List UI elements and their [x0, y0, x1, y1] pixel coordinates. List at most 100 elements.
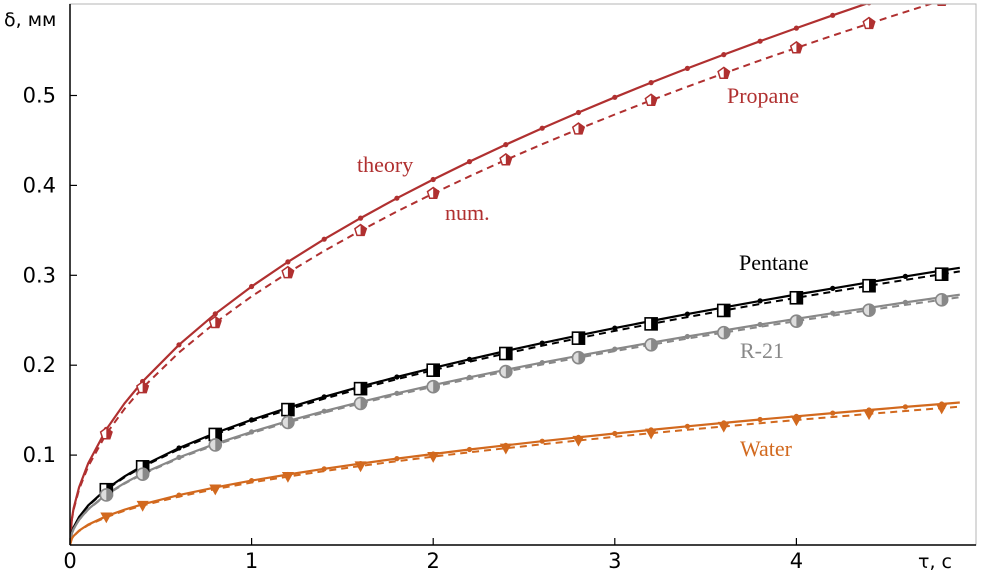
y-tick-label: 0.1 [23, 443, 56, 467]
data-point [936, 4, 947, 7]
data-point [499, 346, 513, 361]
annotation-propane: Propane [727, 83, 799, 108]
data-point [716, 325, 731, 340]
theory-dot [684, 311, 691, 317]
data-point [716, 303, 731, 318]
theory-dot [612, 94, 618, 100]
annotation-pentane: Pentane [739, 250, 809, 275]
data-point [353, 381, 368, 396]
data-point [717, 66, 731, 79]
data-point [281, 402, 295, 417]
data-point [862, 278, 876, 293]
theory-dot [684, 333, 691, 340]
data-point [789, 314, 804, 328]
theory-dot [902, 404, 909, 410]
data-point [354, 461, 367, 473]
theory-dot [430, 176, 436, 183]
theory-dot [176, 492, 182, 498]
y-axis-title: δ, мм [4, 9, 56, 31]
data-point [571, 331, 586, 345]
data-point [99, 488, 114, 502]
data-point [862, 303, 876, 318]
theory-line-water [70, 401, 960, 545]
theory-dot [249, 417, 255, 423]
theory-dot [249, 283, 255, 290]
theory-dot [648, 80, 654, 86]
data-point [136, 380, 150, 394]
data-point [789, 290, 804, 305]
data-point [935, 403, 948, 415]
data-point [499, 364, 513, 379]
theory-dot [466, 159, 473, 165]
data-point [499, 152, 513, 166]
data-point [934, 267, 949, 281]
theory-line-pentane [70, 266, 960, 545]
theory-dot [249, 429, 255, 435]
theory-dot [394, 390, 400, 396]
theory-dot [176, 454, 182, 460]
theory-dot [757, 298, 763, 304]
theory-dot [285, 259, 291, 265]
theory-dot [830, 285, 836, 291]
data-point [645, 428, 658, 440]
theory-dot [503, 142, 509, 148]
data-point [208, 438, 223, 452]
data-point [644, 337, 658, 352]
theory-dot [539, 340, 545, 346]
annotation-water: Water [740, 436, 793, 461]
theory-dot [539, 360, 545, 366]
theory-dot [176, 445, 182, 451]
data-point [572, 435, 585, 447]
annotation-theory: theory [357, 152, 413, 177]
theory-dot [249, 478, 255, 484]
theory-dot [612, 430, 618, 437]
data-point [209, 484, 222, 496]
theory-dot [394, 456, 400, 462]
theory-dot [830, 310, 836, 316]
data-point [354, 223, 368, 237]
theory-dot [321, 236, 327, 242]
data-point [790, 415, 803, 427]
data-point [426, 363, 441, 377]
theory-dot [575, 109, 582, 116]
theory-dot [721, 52, 727, 58]
theory-dot [212, 311, 218, 317]
annotation-num: num. [445, 200, 490, 225]
x-tick-label: 2 [427, 549, 440, 573]
data-point [135, 467, 150, 482]
x-tick-label: 1 [245, 549, 258, 573]
series-lines [70, 4, 960, 545]
theory-dot [321, 394, 327, 400]
theory-dot [394, 195, 400, 201]
data-point [353, 396, 368, 411]
data-point [789, 40, 803, 54]
numerical-line-water [70, 405, 960, 545]
theory-dot [830, 410, 836, 416]
data-point [136, 500, 149, 512]
data-point [863, 409, 876, 421]
theory-dot [466, 356, 473, 362]
theory-dot [321, 408, 327, 414]
data-point [281, 415, 295, 430]
theory-line-propane [70, 4, 869, 545]
data-point [644, 93, 658, 106]
x-tick-label: 0 [63, 549, 76, 573]
theory-dot [321, 466, 327, 472]
y-tick-label: 0.5 [23, 84, 56, 108]
x-tick-label: 4 [790, 549, 803, 573]
data-point [571, 350, 586, 365]
data-point [281, 471, 294, 483]
tick-marks: 0 1 2 3 4 0.1 0.2 0.3 0.4 0.5 [23, 84, 803, 574]
data-point [99, 426, 113, 440]
theory-dot [684, 423, 691, 429]
y-tick-label: 0.2 [23, 353, 56, 377]
data-point [644, 317, 658, 331]
y-tick-label: 0.3 [23, 263, 56, 287]
x-axis-title: τ, с [918, 551, 952, 573]
theory-dot [539, 438, 545, 444]
theory-dot [757, 416, 763, 423]
theory-dot [793, 25, 800, 31]
theory-dot [176, 342, 182, 348]
data-point [100, 512, 113, 524]
